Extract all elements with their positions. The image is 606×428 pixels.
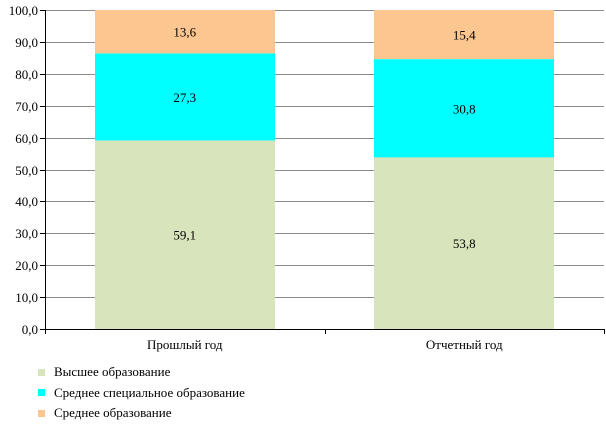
legend: Высшее образование Среднее специальное о… xyxy=(38,362,245,424)
y-tick-label: 100,0 xyxy=(9,3,38,18)
data-label: 27,3 xyxy=(173,90,196,105)
bar-segment xyxy=(95,10,275,54)
bar-segment xyxy=(374,157,554,329)
bar-segment xyxy=(95,140,275,329)
data-label: 15,4 xyxy=(453,28,476,43)
y-tick-label: 30,0 xyxy=(15,226,38,241)
bar-segment xyxy=(95,53,275,141)
data-labels: 59,1 27,3 13,6 53,8 30,8 15,4 xyxy=(173,25,476,251)
data-label: 59,1 xyxy=(173,228,196,243)
bars xyxy=(95,10,554,329)
y-tick-label: 10,0 xyxy=(15,290,38,305)
y-tick-label: 0,0 xyxy=(22,322,38,337)
legend-label-higher-education: Высшее образование xyxy=(54,364,171,379)
y-tick-label: 70,0 xyxy=(15,99,38,114)
legend-swatch-higher-education xyxy=(38,368,45,376)
legend-item-secondary-special-education: Среднее специальное образование xyxy=(38,383,245,404)
data-label: 53,8 xyxy=(453,236,476,251)
data-label: 30,8 xyxy=(453,101,476,116)
legend-swatch-secondary-education xyxy=(38,409,45,417)
y-tick-label: 60,0 xyxy=(15,131,38,146)
legend-swatch-secondary-special-education xyxy=(38,389,45,397)
y-tick-label: 50,0 xyxy=(15,163,38,178)
y-tick-label: 90,0 xyxy=(15,35,38,50)
legend-item-secondary-education: Среднее образование xyxy=(38,403,245,424)
y-tick-label: 80,0 xyxy=(15,67,38,82)
x-tick-label: Отчетный год xyxy=(426,337,503,352)
legend-label-secondary-education: Среднее образование xyxy=(54,405,172,420)
bar-segment xyxy=(374,59,554,158)
x-tick-label: Прошлый год xyxy=(147,337,223,352)
legend-label-secondary-special-education: Среднее специальное образование xyxy=(54,384,245,400)
y-tick-label: 40,0 xyxy=(15,194,38,209)
axes: 0,0 10,0 20,0 30,0 40,0 50,0 60,0 70,0 80,0 90,0 1… xyxy=(9,3,605,352)
data-label: 13,6 xyxy=(173,25,196,40)
bar-segment xyxy=(374,10,554,60)
legend-item-higher-education: Высшее образование xyxy=(38,362,245,383)
y-tick-label: 20,0 xyxy=(15,258,38,273)
